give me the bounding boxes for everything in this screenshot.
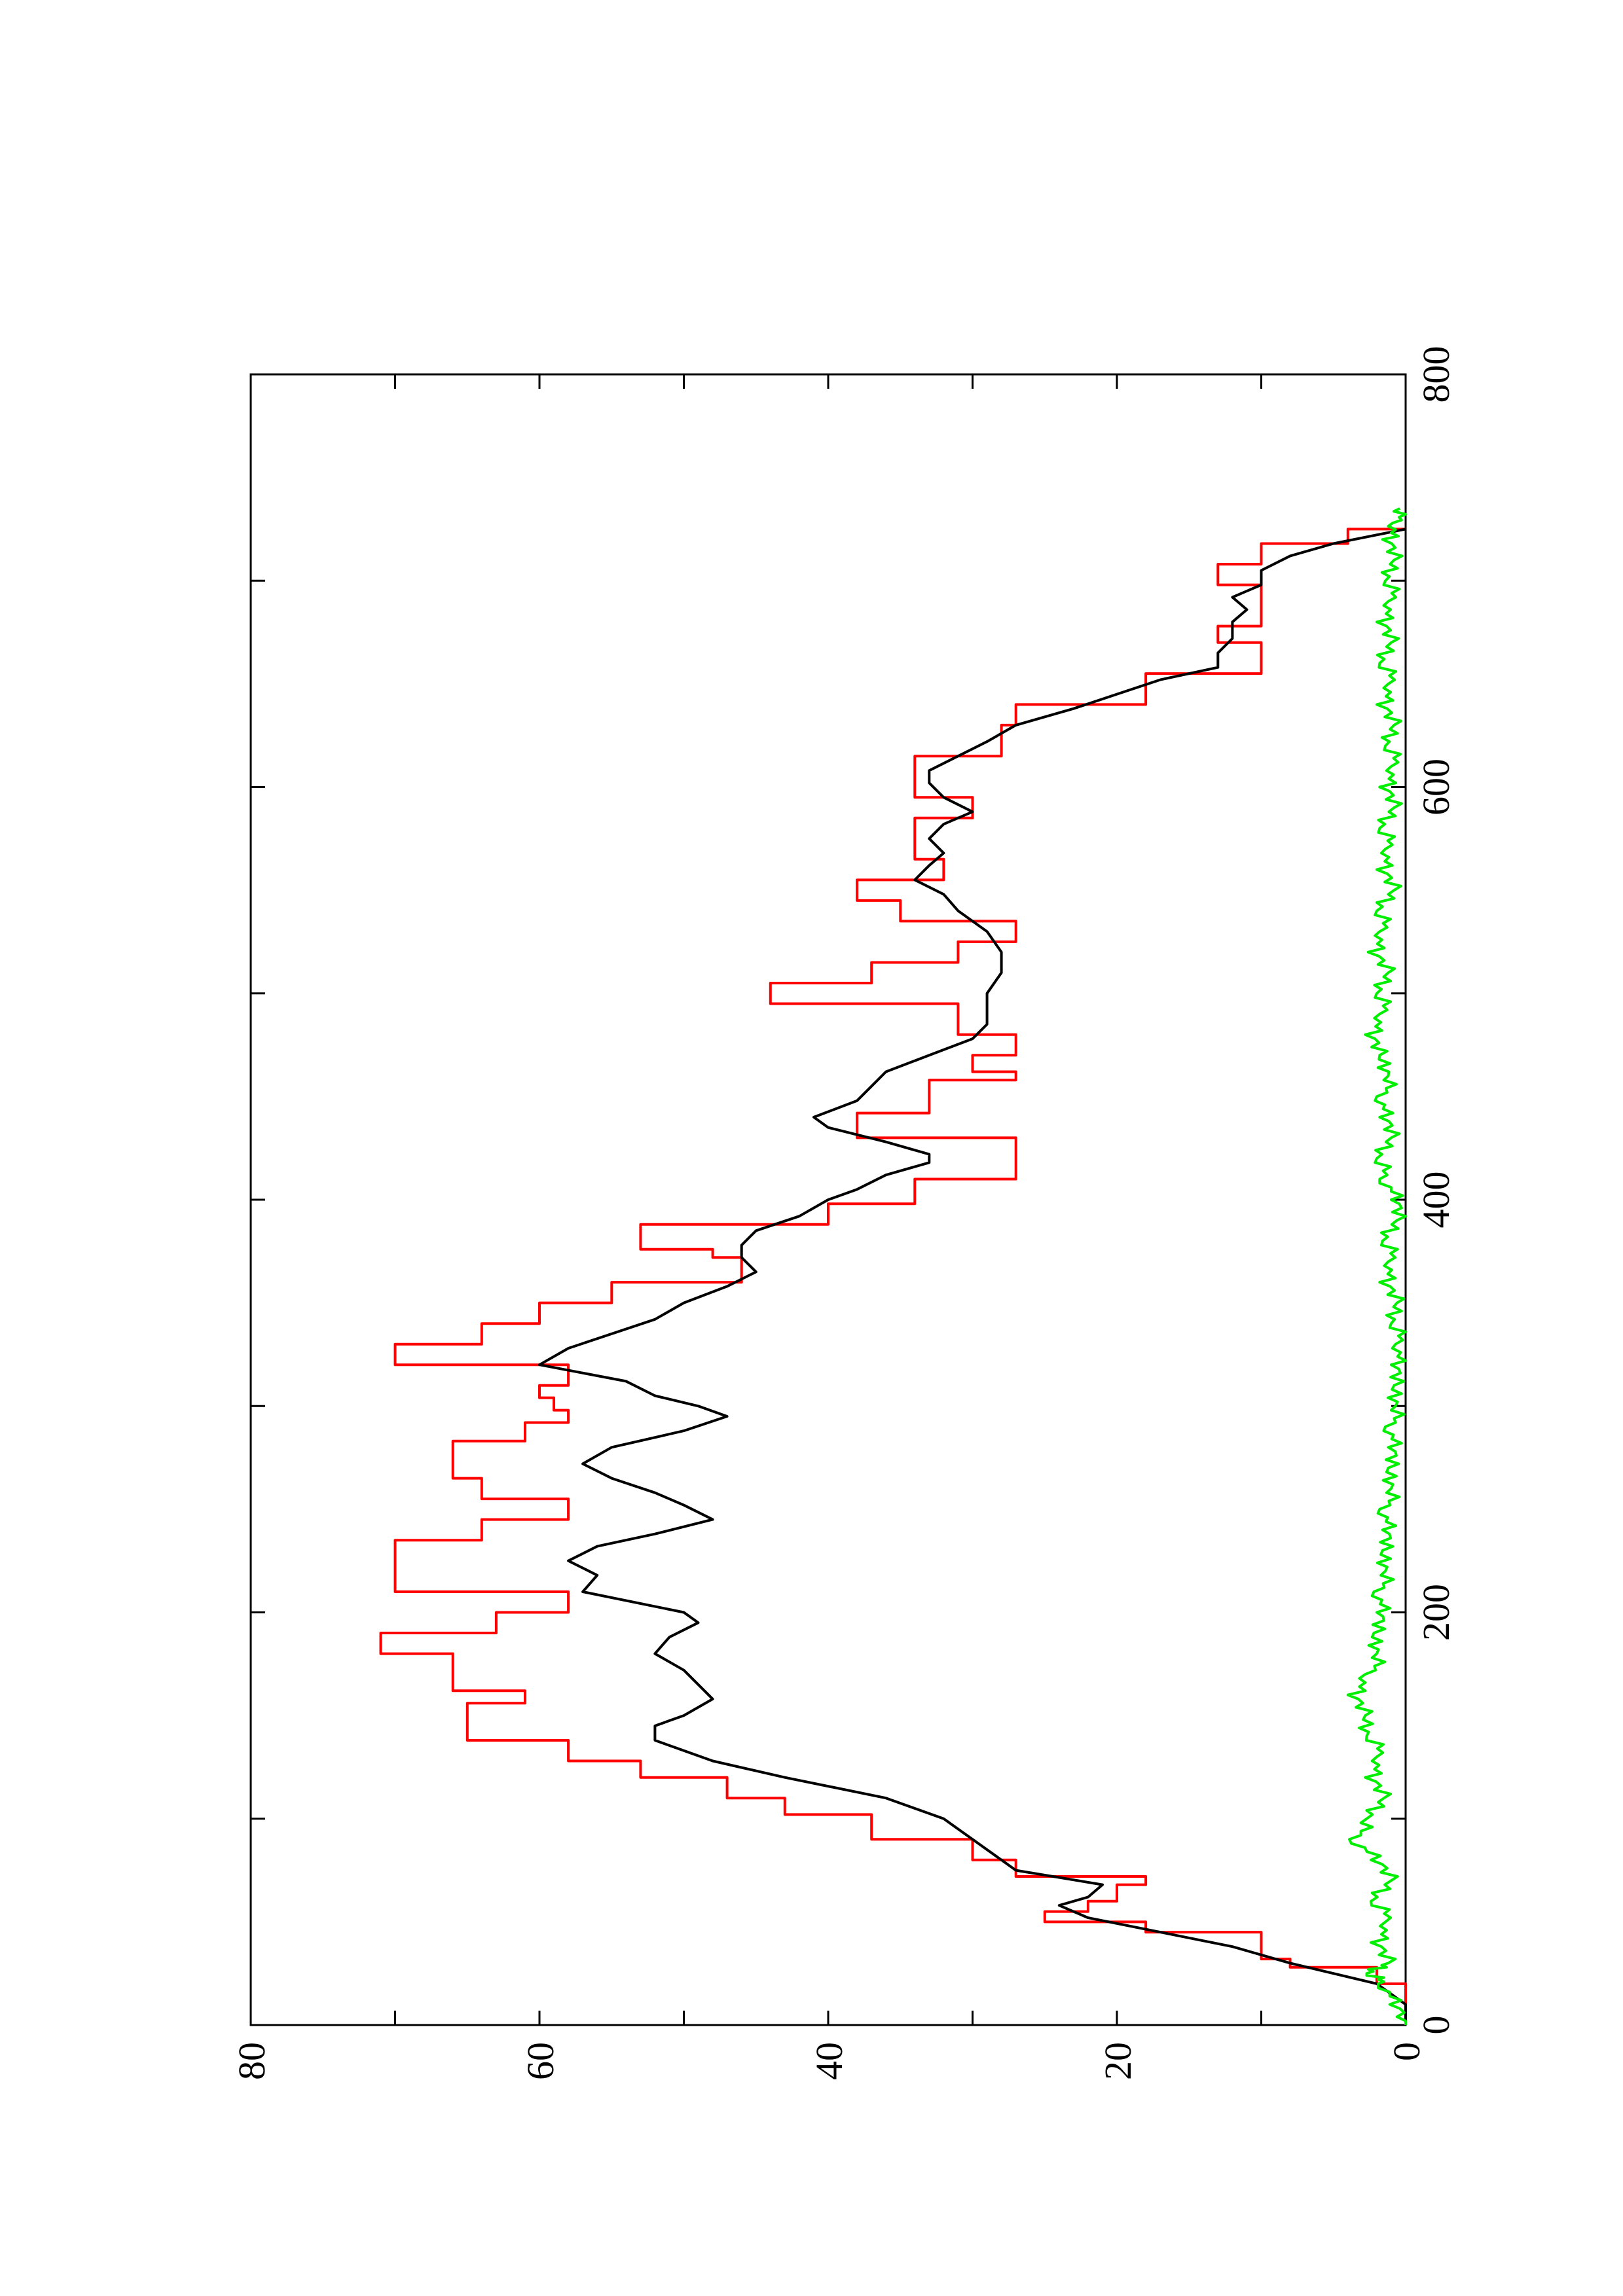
y-tick-label-20: 20 (1097, 2042, 1139, 2080)
x-tick-label-800: 800 (1415, 346, 1457, 403)
series-line-1 (538, 528, 1407, 2025)
y-tick-label-80: 80 (230, 2042, 273, 2080)
x-tick-label-400: 400 (1415, 1172, 1457, 1229)
axis-ticks (249, 373, 1407, 2026)
x-tick-label-200: 200 (1415, 1584, 1457, 1641)
y-tick-label-0: 0 (1385, 2042, 1428, 2061)
y-tick-label-40: 40 (808, 2042, 850, 2080)
x-tick-label-600: 600 (1415, 759, 1457, 816)
series-line-0 (379, 528, 1407, 2025)
series-lines (379, 507, 1407, 2025)
y-tick-label-60: 60 (519, 2042, 562, 2080)
x-tick-label-0: 0 (1415, 2016, 1457, 2035)
series-line-2 (1346, 507, 1407, 2025)
